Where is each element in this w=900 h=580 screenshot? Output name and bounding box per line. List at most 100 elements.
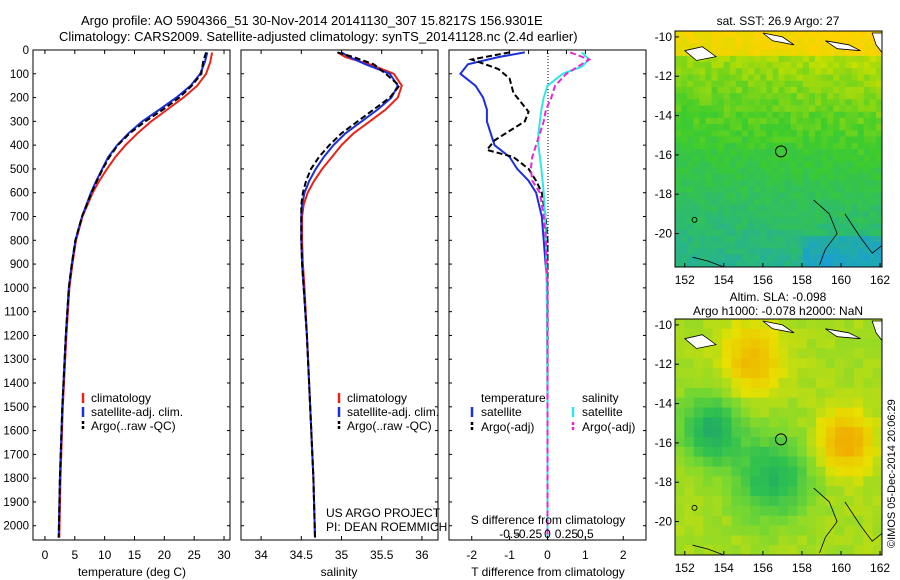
map-cell [681, 180, 688, 187]
map-cell [717, 124, 725, 131]
map-cell [766, 43, 774, 51]
map-cell [703, 328, 714, 340]
map-cell [717, 149, 725, 156]
depth-tick-label: 1300 [3, 354, 29, 366]
map-cell [863, 149, 871, 156]
map-cell [717, 167, 725, 175]
map-cell [806, 496, 817, 507]
map-cell [821, 130, 828, 138]
map-cell [693, 427, 704, 438]
map-cell [875, 242, 882, 249]
map-cell [778, 417, 789, 428]
map-cell [759, 397, 770, 409]
map-cell [675, 242, 682, 249]
map-cell [769, 407, 780, 418]
map-cell [760, 80, 767, 88]
map-cell [872, 437, 882, 448]
map-cell [815, 217, 822, 225]
map-cell [778, 223, 786, 231]
map-cell [845, 68, 853, 76]
map-cell [748, 142, 755, 150]
map-cell [712, 535, 723, 546]
map-cell [839, 142, 847, 150]
map-cell [712, 437, 723, 448]
map-cell [845, 211, 853, 218]
map-cell [705, 62, 713, 69]
map-cell [772, 217, 780, 225]
map-cell [784, 62, 792, 69]
map-cell [693, 86, 700, 94]
map-cell [863, 99, 871, 107]
map-cell [760, 49, 767, 57]
map-cell [834, 466, 845, 477]
island-shape [683, 46, 717, 61]
map-cell [750, 476, 761, 487]
map-cell [790, 155, 798, 163]
map-cell [729, 31, 737, 38]
map-cell [802, 192, 810, 200]
map-cell [790, 260, 798, 267]
map-cell [760, 229, 767, 237]
map-cell [748, 68, 755, 76]
map-cell [802, 260, 810, 267]
map-cell [778, 204, 786, 212]
map-cell [833, 86, 840, 94]
map-cell [766, 149, 774, 156]
map-cell [729, 68, 737, 76]
map-lat-tick-label: -16 [655, 148, 673, 162]
map-cell [735, 223, 743, 231]
temperature-series-0 [58, 52, 214, 538]
map-cell [845, 186, 853, 194]
map-cell [693, 437, 704, 448]
map-cell [875, 229, 882, 237]
map-cell [839, 248, 847, 256]
map-cell [851, 55, 859, 63]
map-cell [705, 130, 713, 138]
map-cell [717, 223, 725, 231]
map-cell [769, 535, 780, 546]
map-cell [875, 130, 882, 138]
map-cell [845, 124, 853, 131]
depth-tick-label: 600 [10, 188, 29, 200]
map-cell [731, 496, 742, 507]
map-cell [834, 378, 845, 389]
map-cell [675, 105, 682, 113]
map-cell [766, 198, 774, 206]
map-cell [705, 204, 713, 212]
map-cell [797, 319, 808, 330]
map-cell [875, 80, 882, 88]
map-cell [741, 124, 749, 131]
map-cell [729, 124, 737, 131]
map-cell [723, 217, 731, 225]
map-cell [731, 397, 742, 409]
map-cell [759, 515, 770, 527]
map-cell [729, 223, 737, 231]
map-cell [769, 338, 780, 350]
map-cell [772, 74, 780, 82]
map-cell [816, 456, 827, 468]
map-cell [754, 223, 761, 231]
map-cell [784, 211, 792, 218]
map-cell [869, 204, 877, 212]
map-cell [693, 456, 704, 468]
map-cell [839, 217, 847, 225]
map-cell [875, 211, 882, 218]
map-cell [821, 167, 828, 175]
project-annotation-line1: US ARGO PROJECT [326, 506, 441, 520]
map-cell [769, 437, 780, 448]
map-cell [735, 68, 743, 76]
map-cell [808, 37, 816, 45]
map-cell [845, 117, 853, 125]
map-cell [740, 545, 751, 555]
map-cell [806, 387, 817, 399]
map-cell [827, 43, 834, 51]
map-cell [703, 525, 714, 536]
map-cell [760, 149, 767, 156]
map-cell [834, 535, 845, 546]
map-cell [816, 378, 827, 389]
map-cell [844, 535, 855, 546]
map-cell [693, 242, 700, 249]
map-cell [851, 198, 859, 206]
map-cell [821, 223, 828, 231]
map-cell [754, 180, 761, 187]
